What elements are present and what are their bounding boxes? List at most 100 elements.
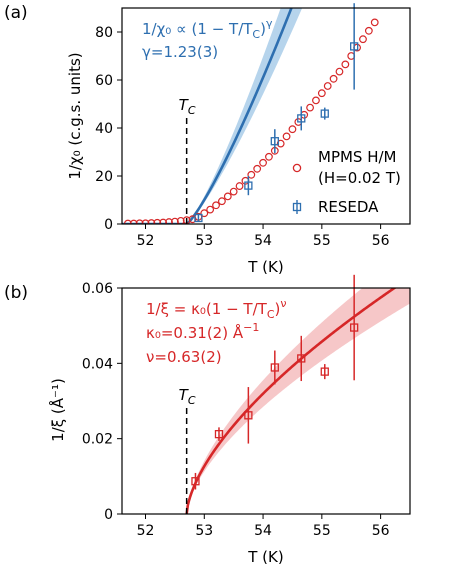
- b-band-area: [186, 288, 410, 514]
- mpms-point: [359, 35, 367, 44]
- legend-reseda-label: RESEDA: [318, 198, 379, 216]
- b-xtick-label: 56: [372, 523, 390, 539]
- a-xtick-label: 53: [195, 233, 213, 249]
- a-tc-label: TC: [179, 96, 196, 117]
- a-ytick-label: 20: [95, 169, 113, 185]
- b-confidence-band: [186, 288, 410, 514]
- reseda-point: [194, 213, 203, 223]
- reseda-point: [270, 137, 279, 146]
- b-xtick-label: 53: [195, 523, 213, 539]
- mpms-point: [253, 164, 262, 173]
- legend-mpms-field: (H=0.02 T): [318, 169, 401, 187]
- mpms-point: [153, 218, 162, 224]
- mpms-point: [229, 187, 238, 196]
- mpms-point: [223, 192, 232, 201]
- legend-mpms-label: MPMS H/M: [318, 148, 397, 166]
- reseda-point: [320, 109, 329, 118]
- reseda-point: [350, 42, 359, 51]
- b-ytick-label: 0.02: [82, 432, 113, 448]
- a-annotation-gamma: γ=1.23(3): [142, 43, 218, 61]
- xi-point: [244, 411, 253, 420]
- panel-b-label: (b): [4, 283, 28, 303]
- a-x-axis: 52 53 54 55 56: [137, 224, 390, 249]
- a-confidence-band: [186, 8, 303, 224]
- mpms-point: [141, 219, 150, 224]
- b-ytick-label: 0: [104, 507, 113, 523]
- b-xtick-label: 55: [313, 523, 331, 539]
- b-plot-frame: [121, 287, 411, 515]
- mpms-point: [159, 218, 168, 224]
- a-ytick-label: 0: [104, 217, 113, 233]
- a-ytick-label: 60: [95, 73, 113, 89]
- b-annotation-formula: 1/ξ = κ₀(1 − T/TC)ν: [146, 297, 287, 321]
- mpms-point: [165, 218, 173, 224]
- b-annotation-kappa: κ₀=0.31(2) Å−1: [146, 321, 259, 342]
- panel-a: (a) TC 52 53 54 55 56 0 20 40 60 80 T (K) 1/χ₀ (…: [4, 3, 411, 276]
- mpms-point: [341, 60, 350, 69]
- mpms-point: [317, 89, 326, 98]
- a-y-label: 1/χ₀ (c.g.s. units): [66, 52, 84, 179]
- b-y-label: 1/ξ (Å⁻¹): [48, 378, 67, 442]
- a-band-area: [186, 8, 303, 224]
- mpms-point: [276, 139, 285, 148]
- b-xtick-label: 54: [254, 523, 272, 539]
- xi-point: [320, 367, 329, 376]
- panel-a-label: (a): [4, 3, 28, 23]
- mpms-point: [200, 209, 209, 218]
- mpms-point: [235, 182, 244, 190]
- reseda-point: [297, 114, 306, 123]
- b-x-axis: 52 53 54 55 56: [137, 514, 390, 539]
- a-legend: MPMS H/M (H=0.02 T) RESEDA: [292, 148, 401, 216]
- a-annotation-formula: 1/χ₀ ∝ (1 − T/TC)γ: [142, 17, 273, 41]
- b-y-axis: 0 0.02 0.04 0.06: [82, 281, 122, 523]
- a-ytick-label: 80: [95, 25, 113, 41]
- mpms-point: [335, 67, 344, 76]
- mpms-point: [370, 18, 379, 27]
- a-reseda-points: [194, 3, 359, 223]
- a-ytick-label: 40: [95, 121, 113, 137]
- a-xtick-label: 54: [254, 233, 272, 249]
- mpms-point: [206, 205, 215, 214]
- a-y-axis: 0 20 40 60 80: [95, 25, 122, 233]
- mpms-point: [135, 219, 144, 224]
- reseda-point: [244, 181, 253, 190]
- mpms-point: [147, 219, 156, 224]
- a-fit-curve: [122, 8, 293, 224]
- xi-point: [214, 429, 224, 439]
- mpms-point: [218, 197, 226, 206]
- mpms-point: [282, 132, 291, 141]
- panel-b: (b) TC 52 53 54 55 56 0 0.02 0.04 0.06 T (K) 1/…: [4, 274, 411, 566]
- a-xtick-label: 52: [137, 233, 155, 249]
- a-x-label: T (K): [247, 258, 283, 276]
- legend-mpms-marker: [292, 163, 302, 173]
- mpms-point: [364, 26, 373, 35]
- b-x-label: T (K): [247, 548, 283, 566]
- mpms-point: [265, 152, 273, 161]
- mpms-point: [259, 158, 267, 167]
- mpms-point: [212, 201, 220, 210]
- xi-point: [297, 354, 306, 363]
- xi-point: [350, 323, 359, 332]
- b-ytick-label: 0.04: [82, 356, 113, 372]
- mpms-point: [170, 217, 179, 224]
- mpms-point: [323, 82, 332, 90]
- b-xtick-label: 52: [137, 523, 155, 539]
- mpms-point: [176, 216, 185, 224]
- a-plot-frame: [121, 7, 411, 225]
- mpms-point: [247, 170, 256, 179]
- b-data-points: [191, 274, 359, 490]
- mpms-point: [288, 125, 297, 134]
- xi-point: [270, 363, 279, 372]
- legend-reseda-marker: [292, 202, 302, 212]
- b-tc-label: TC: [179, 386, 196, 407]
- a-xtick-label: 56: [372, 233, 390, 249]
- b-ytick-label: 0.06: [82, 281, 113, 297]
- xi-point: [191, 477, 200, 486]
- mpms-point: [306, 103, 314, 112]
- b-annotation-nu: ν=0.63(2): [146, 348, 222, 366]
- mpms-point: [329, 74, 338, 83]
- a-xtick-label: 55: [313, 233, 331, 249]
- mpms-point: [312, 96, 320, 105]
- a-fit-line: [122, 8, 293, 224]
